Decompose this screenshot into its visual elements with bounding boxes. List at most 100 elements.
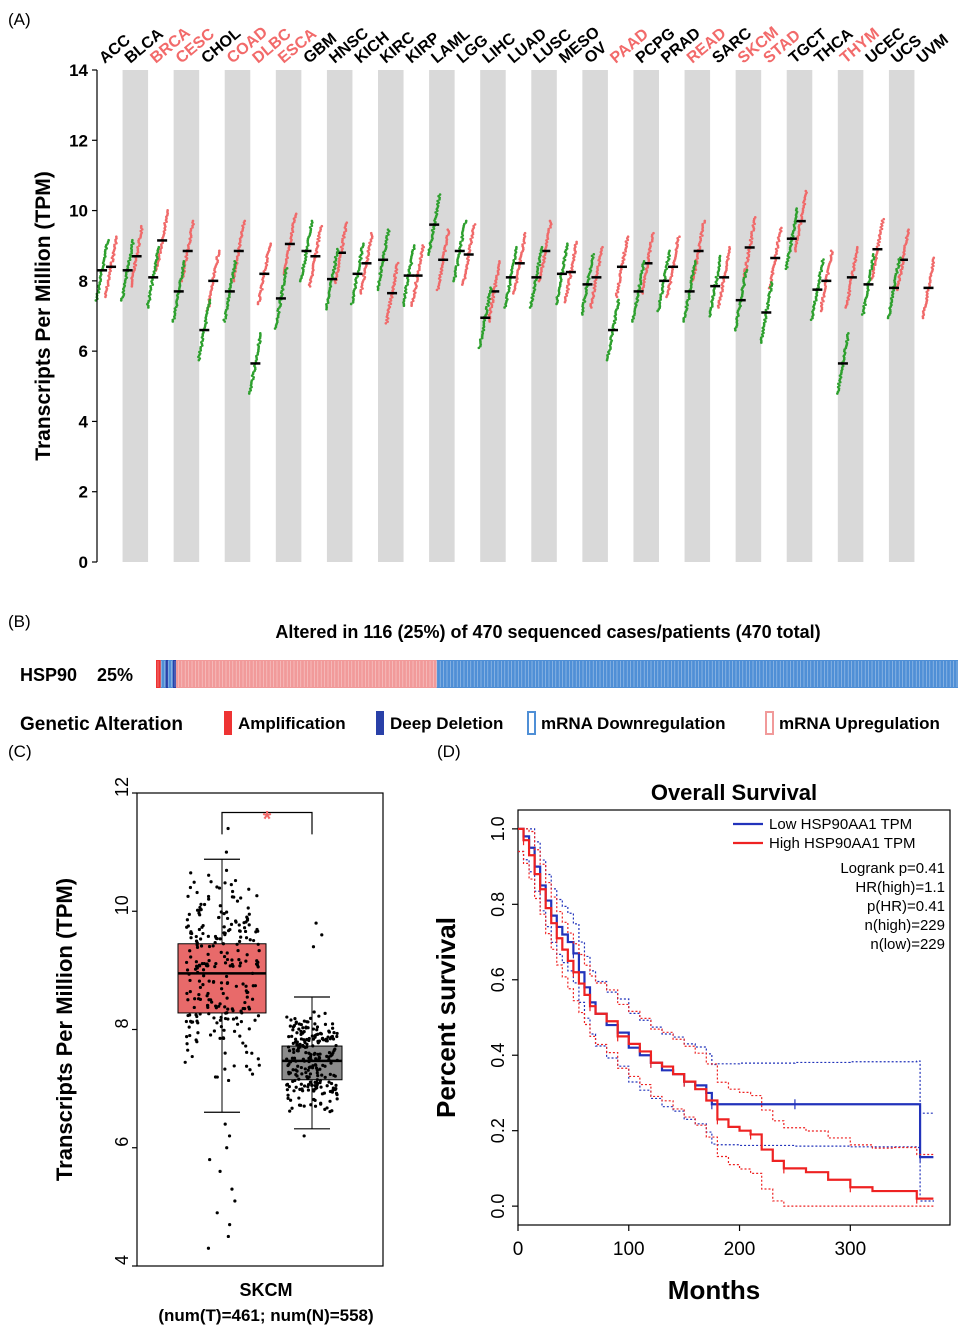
panel-a-normal-points — [171, 259, 186, 323]
panel-a-stripe — [531, 70, 557, 562]
panel-a-normal-points — [146, 245, 161, 309]
panel-c-point — [186, 894, 190, 898]
panel-a-point — [743, 268, 746, 271]
panel-c-point — [222, 912, 226, 916]
panel-c-point — [333, 1047, 337, 1051]
panel-a-point — [753, 216, 757, 219]
panel-a-normal-points — [298, 219, 314, 283]
panel-c-point — [212, 1029, 216, 1033]
panel-c-point — [237, 939, 242, 944]
panel-c-point — [244, 1044, 248, 1048]
panel-c-point — [305, 1074, 309, 1079]
panel-a-point — [412, 244, 416, 247]
panel-c-y-tick-label: 4 — [112, 1255, 132, 1265]
panel-c-point — [207, 979, 211, 983]
panel-a-point — [562, 260, 565, 263]
panel-a-point — [384, 321, 388, 325]
panel-c-point — [238, 964, 242, 968]
panel-c-point — [215, 885, 219, 889]
panel-a-normal-points — [708, 254, 722, 318]
panel-a-point — [363, 275, 367, 279]
panel-a-point — [386, 228, 390, 231]
panel-a-point — [818, 271, 822, 274]
panel-c-outlier — [223, 1122, 227, 1126]
panel-a-point — [514, 282, 517, 285]
panel-c-point — [223, 931, 227, 935]
panel-a-point — [208, 298, 212, 302]
panel-d-chart: Overall Survival 0 100 200 300 0.0 0.2 0.4 0.6 0.… — [431, 780, 951, 1305]
panel-c-point — [301, 1031, 305, 1035]
panel-c-point — [244, 936, 249, 940]
panel-c-point — [194, 960, 198, 964]
panel-c-y-axis-label: Transcripts Per Million (TPM) — [52, 878, 77, 1181]
panel-c-point — [286, 1063, 290, 1068]
panel-a-point — [698, 235, 702, 239]
panel-b-legend-label-mrna-up: mRNA Upregulation — [779, 714, 940, 733]
panel-a-point — [310, 219, 314, 223]
panel-c-point — [257, 948, 261, 953]
panel-c-point — [319, 1085, 323, 1089]
panel-a-point — [856, 245, 859, 249]
panel-c-point — [184, 960, 189, 965]
panel-a-point — [573, 243, 577, 247]
panel-a-point — [404, 284, 408, 288]
panel-c-point — [314, 1063, 318, 1067]
panel-c-point — [195, 1014, 199, 1019]
panel-c-point — [241, 1006, 245, 1011]
panel-a-point — [703, 219, 707, 223]
panel-c-point — [327, 1050, 332, 1055]
panel-c-point — [199, 937, 203, 941]
panel-c-point — [297, 1096, 301, 1100]
panel-a-normal-points — [119, 238, 135, 302]
panel-a-point — [493, 286, 496, 289]
panel-a-point — [490, 297, 494, 301]
panel-a-point — [678, 235, 681, 238]
panel-c-point — [188, 1033, 192, 1038]
panel-c-point — [334, 1083, 338, 1087]
panel-b-segment-mrna-down — [168, 660, 173, 688]
panel-c-point — [300, 1072, 304, 1076]
panel-c-point — [194, 934, 198, 939]
panel-c-point — [244, 984, 248, 988]
panel-c-point — [250, 1072, 255, 1076]
panel-c-point — [236, 948, 240, 953]
panel-b-legend-label-deep-deletion: Deep Deletion — [390, 714, 503, 733]
panel-a-point — [191, 219, 195, 223]
panel-a-point — [462, 278, 465, 282]
panel-c-point — [222, 1036, 226, 1041]
panel-c-point — [306, 1088, 311, 1092]
panel-c-point — [335, 1031, 339, 1036]
panel-c-point — [309, 1016, 313, 1020]
panel-c-point — [235, 1016, 239, 1020]
panel-c-point — [192, 880, 196, 884]
panel-c-point — [230, 889, 235, 894]
panel-c-point — [313, 1080, 317, 1084]
panel-c-point — [188, 990, 192, 994]
panel-a-point — [691, 269, 694, 273]
panel-a-point — [459, 240, 462, 244]
panel-c-point — [321, 1038, 326, 1042]
panel-c-point — [190, 1054, 194, 1059]
panel-a-tumor-points — [512, 231, 527, 295]
panel-c-point — [198, 913, 202, 917]
panel-d-stat-line: n(high)=229 — [865, 917, 945, 934]
panel-c-point — [288, 1109, 292, 1113]
panel-c-point — [225, 910, 229, 914]
panel-a-point — [882, 217, 886, 221]
panel-c-point — [296, 1049, 300, 1053]
panel-a-point — [555, 296, 559, 299]
panel-a-tumor-points — [716, 245, 732, 309]
panel-c-point — [307, 1056, 311, 1060]
panel-c-point — [188, 949, 192, 953]
panel-a-tumor-points — [256, 242, 273, 306]
panel-a-point — [139, 224, 143, 228]
panel-c-outlier — [208, 1157, 212, 1162]
panel-a-point — [745, 268, 749, 272]
panel-a-point — [411, 249, 415, 252]
panel-c-point — [318, 1067, 322, 1071]
panel-a-stripe — [326, 70, 353, 562]
panel-a-point — [343, 231, 346, 234]
panel-c-point — [329, 1061, 333, 1065]
panel-c-outlier — [320, 933, 324, 937]
panel-c-point — [233, 878, 238, 883]
